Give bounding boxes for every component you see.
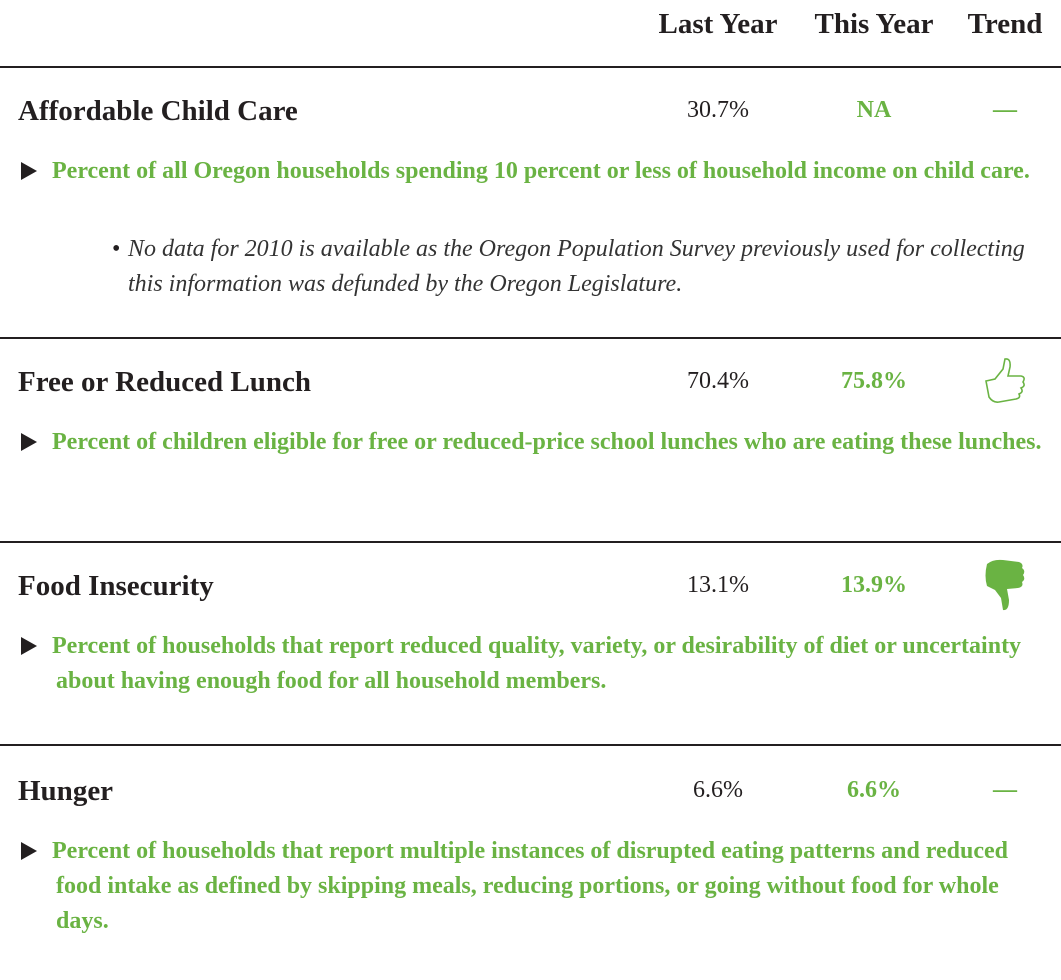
divider (0, 744, 1061, 746)
description: Percent of households that report multip… (52, 834, 1042, 939)
column-header: Trend (967, 8, 1043, 40)
description-text: Percent of households that report multip… (52, 838, 1009, 934)
description: Percent of households that report reduce… (52, 629, 1042, 699)
this-year: 13.9% (841, 572, 907, 598)
arrow (20, 636, 38, 661)
arrow (20, 841, 38, 866)
last-year: 30.7% (687, 97, 749, 123)
divider (0, 66, 1061, 68)
row-title: Free or Reduced Lunch (18, 366, 311, 398)
divider (0, 337, 1061, 339)
row-title: Food Insecurity (18, 570, 214, 602)
last-year: 13.1% (687, 572, 749, 598)
description-text: Percent of households that report reduce… (52, 633, 1022, 694)
this-year: 75.8% (841, 368, 907, 394)
trend-icon (983, 357, 1027, 412)
trend: — (993, 97, 1017, 123)
column-header: Last Year (658, 8, 778, 40)
row-title: Hunger (18, 775, 114, 807)
description: Percent of all Oregon households spendin… (52, 154, 1042, 189)
description-text: Percent of children eligible for free or… (52, 429, 1042, 455)
this-year: 6.6% (847, 777, 901, 803)
arrow (20, 161, 38, 186)
description-text: Percent of all Oregon households spendin… (52, 158, 1030, 184)
divider (0, 541, 1061, 543)
this-year: NA (856, 97, 892, 123)
last-year: 70.4% (687, 368, 749, 394)
column-header: This Year (814, 8, 934, 40)
arrow (20, 432, 38, 457)
bullet: • (112, 236, 121, 262)
note: No data for 2010 is available as the Ore… (128, 236, 1025, 297)
last-year: 6.6% (693, 777, 743, 803)
trend-icon (983, 558, 1027, 619)
trend: — (993, 777, 1017, 803)
description: Percent of children eligible for free or… (52, 425, 1042, 460)
row-title: Affordable Child Care (18, 95, 298, 127)
